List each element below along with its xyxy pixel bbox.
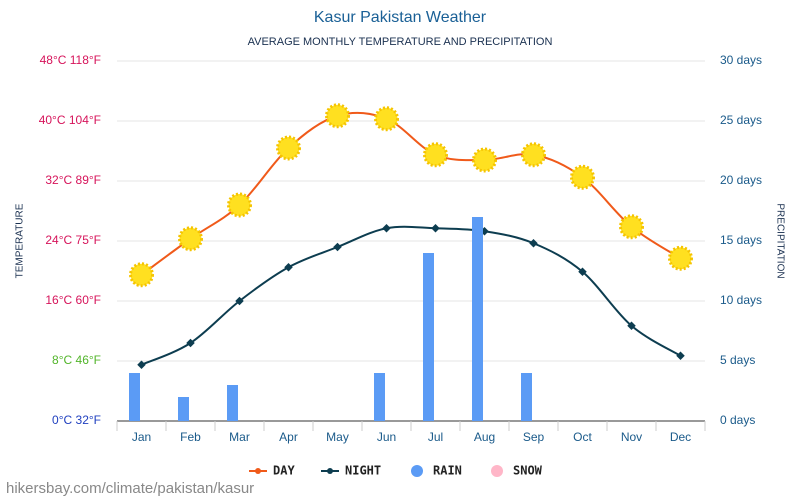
y2-tick-label: 0 days (720, 413, 755, 427)
legend-swatch (255, 468, 261, 474)
y2-tick-label: 10 days (720, 293, 762, 307)
point (382, 224, 391, 233)
sun-marker (423, 142, 448, 168)
x-tick-label: Sep (523, 430, 545, 444)
sun-marker (129, 262, 154, 288)
x-tick-label: Mar (229, 430, 250, 444)
y-axis-label: TEMPERATURE (15, 203, 26, 278)
line (141, 225, 682, 366)
legend-swatch (491, 465, 503, 477)
point (431, 224, 440, 233)
y2-tick-label: 25 days (720, 113, 762, 127)
x-tick-label: May (326, 430, 349, 444)
legend-label: SNOW (513, 464, 543, 478)
y2-tick-label: 15 days (720, 233, 762, 247)
point (235, 296, 244, 306)
sun-marker (472, 147, 497, 173)
y-tick-label: 48°C 118°F (40, 53, 101, 67)
y-tick-label: 40°C 104°F (39, 113, 101, 127)
y2-axis-label: PRECIPITATION (774, 203, 785, 278)
sun-marker (178, 226, 203, 252)
legend-swatch (327, 468, 333, 474)
point (529, 239, 538, 248)
x-tick-label: Nov (621, 430, 642, 444)
point (137, 360, 146, 369)
y2-tick-label: 5 days (720, 353, 755, 367)
sun-marker (325, 103, 350, 129)
bar (129, 373, 140, 421)
y2-tick-label: 20 days (720, 173, 762, 187)
point (578, 267, 587, 276)
point (186, 338, 195, 348)
bar (423, 253, 434, 421)
bar (472, 217, 483, 421)
sun-marker (619, 214, 644, 240)
sun-marker (668, 245, 693, 271)
y2-tick-label: 30 days (720, 53, 762, 67)
line (140, 111, 682, 276)
legend-label: DAY (273, 464, 295, 478)
bar (521, 373, 532, 421)
sun-marker (276, 135, 301, 161)
point (627, 321, 636, 330)
source: hikersbay.com/climate/pakistan/kasur (6, 480, 254, 497)
x-tick-label: Dec (670, 430, 691, 444)
y-tick-label: 8°C 46°F (52, 353, 101, 367)
point (333, 242, 342, 252)
bar (227, 385, 238, 421)
x-tick-label: Feb (180, 430, 201, 444)
x-tick-label: Jun (377, 430, 396, 444)
sun-marker (570, 164, 595, 190)
bar (178, 397, 189, 421)
legend-label: NIGHT (345, 464, 381, 478)
y-tick-label: 0°C 32°F (52, 413, 101, 427)
y-tick-label: 16°C 60°F (45, 293, 101, 307)
y-tick-label: 32°C 89°F (45, 173, 101, 187)
x-tick-label: Aug (474, 430, 495, 444)
legend-swatch (411, 465, 423, 477)
bar (374, 373, 385, 421)
sun-marker (374, 106, 399, 132)
x-tick-label: Jul (428, 430, 443, 444)
y-tick-label: 24°C 75°F (45, 233, 101, 247)
sun-marker (227, 192, 252, 218)
chart-subtitle: AVERAGE MONTHLY TEMPERATURE AND PRECIPIT… (248, 36, 553, 48)
sun-marker (521, 142, 546, 168)
legend-label: RAIN (433, 464, 462, 478)
x-tick-label: Apr (279, 430, 298, 444)
chart-title: Kasur Pakistan Weather (314, 9, 487, 26)
point (676, 351, 685, 360)
x-tick-label: Oct (573, 430, 592, 444)
x-tick-label: Jan (132, 430, 151, 444)
point (284, 263, 293, 272)
